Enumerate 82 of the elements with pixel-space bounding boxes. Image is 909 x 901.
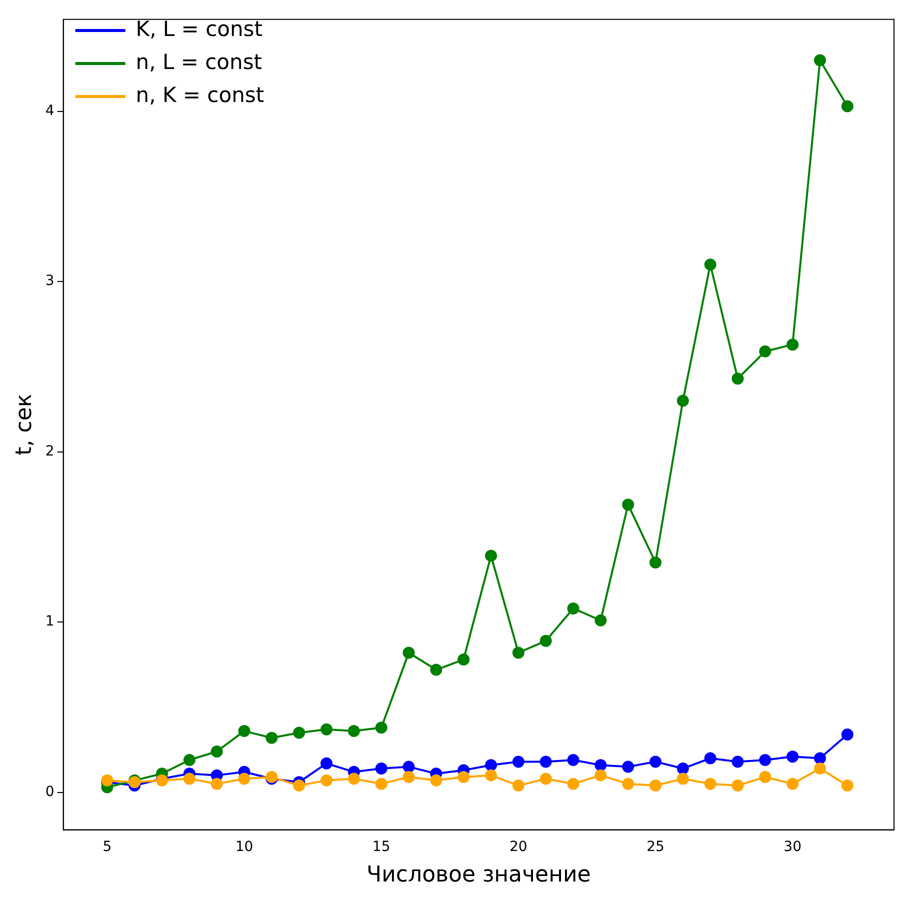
point [759,345,772,358]
point [320,723,332,736]
point [814,752,826,764]
x-tick-label: 20 [509,838,528,855]
x-tick-label: 5 [102,838,112,855]
point [210,778,223,790]
point [183,754,196,766]
point [814,762,826,775]
point [786,750,799,763]
point [540,634,552,647]
point [512,756,524,768]
x-tick-label: 10 [235,838,254,855]
point [814,54,826,66]
x-tick-label: 30 [784,838,802,855]
point [375,778,388,790]
point [484,759,497,772]
point [841,728,854,740]
point [238,725,250,738]
legend-label: n, K = const [136,82,264,107]
legend-label: n, L = const [136,50,262,74]
point [375,722,388,734]
point [759,754,772,766]
point [484,769,497,782]
point [210,745,223,758]
point [594,759,607,772]
point [567,778,580,790]
point [293,780,306,792]
point [402,760,415,773]
point [293,726,306,739]
point [594,614,607,626]
point [759,771,772,784]
point [430,774,442,786]
point [649,780,662,792]
x-tick-label: 25 [646,838,664,855]
point [786,778,799,790]
point [622,498,634,511]
point [704,778,716,790]
point [676,772,689,785]
point [540,772,552,785]
y-tick-label: 2 [45,443,54,460]
point [266,732,278,744]
point [841,100,854,112]
point [320,774,332,786]
point [183,772,196,785]
point [676,762,689,775]
x-axis-title: Числовое значение [366,862,591,888]
point [732,780,744,792]
y-tick-label: 3 [45,273,54,290]
point [540,756,552,768]
point [567,754,580,766]
point [594,769,607,782]
point [402,646,415,659]
point [732,372,744,385]
point [512,780,524,792]
point [512,646,524,659]
y-tick-label: 4 [45,102,54,119]
point [786,338,799,351]
point [622,760,634,773]
point [238,772,250,785]
y-tick-label: 0 [45,784,54,800]
point [649,756,662,768]
legend-label: K, L = const [136,16,262,41]
point [402,771,415,784]
point [348,772,360,785]
point [567,602,580,614]
point [458,654,470,666]
point [732,756,744,768]
point [649,556,662,569]
y-axis-title: t, сек [12,394,37,456]
y-tick-label: 1 [45,614,54,630]
point [348,725,360,738]
point [375,762,388,775]
point [841,780,854,792]
point [484,550,497,562]
point [458,771,470,784]
point [704,752,716,764]
point [704,258,716,271]
point [622,778,634,790]
point [430,664,442,676]
point [676,394,689,407]
x-tick-label: 15 [372,838,390,855]
point [320,757,332,770]
